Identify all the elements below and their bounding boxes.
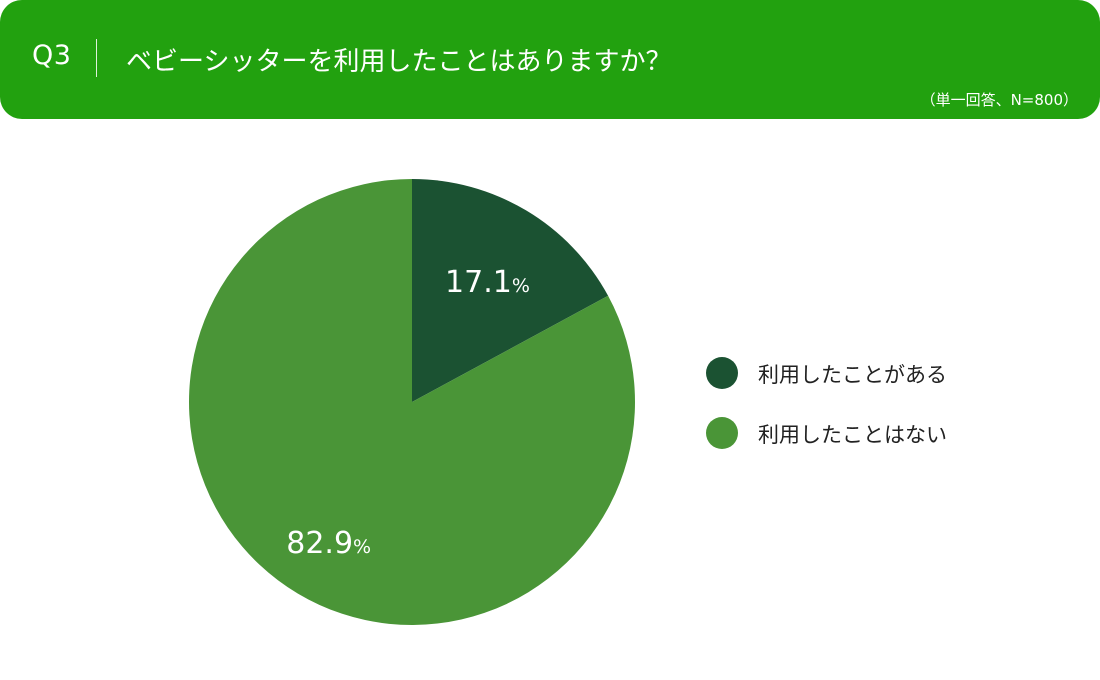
- question-title: ベビーシッターを利用したことはありますか？: [126, 47, 672, 77]
- pie-slice-used: [412, 179, 609, 402]
- sample-note: （単一回答、N=800）: [920, 91, 1078, 109]
- chart-area: 17.1% 82.9% 利用したことがある 利用したことはない: [0, 119, 1100, 680]
- legend-swatch-not-used: [706, 417, 738, 449]
- header-divider: [96, 39, 97, 77]
- pie-label-not-used: 82.9%: [286, 526, 371, 561]
- pie-slice-not-used: [189, 179, 636, 625]
- pie-label-used-unit: %: [512, 275, 530, 297]
- pie-label-used: 17.1%: [445, 265, 530, 300]
- question-number: Q3: [32, 40, 72, 71]
- legend-label-not-used: 利用したことはない: [758, 423, 947, 447]
- legend-swatch-used: [706, 357, 738, 389]
- pie-chart: 17.1%82.9%: [189, 179, 636, 625]
- title-banner: Q3 ベビーシッターを利用したことはありますか？ （単一回答、N=800）: [0, 0, 1100, 119]
- legend-label-used: 利用したことがある: [758, 363, 947, 387]
- pie-label-not-used-number: 82.9: [286, 526, 353, 561]
- pie-label-used-number: 17.1: [445, 265, 512, 300]
- pie-label-not-used-unit: %: [353, 536, 371, 558]
